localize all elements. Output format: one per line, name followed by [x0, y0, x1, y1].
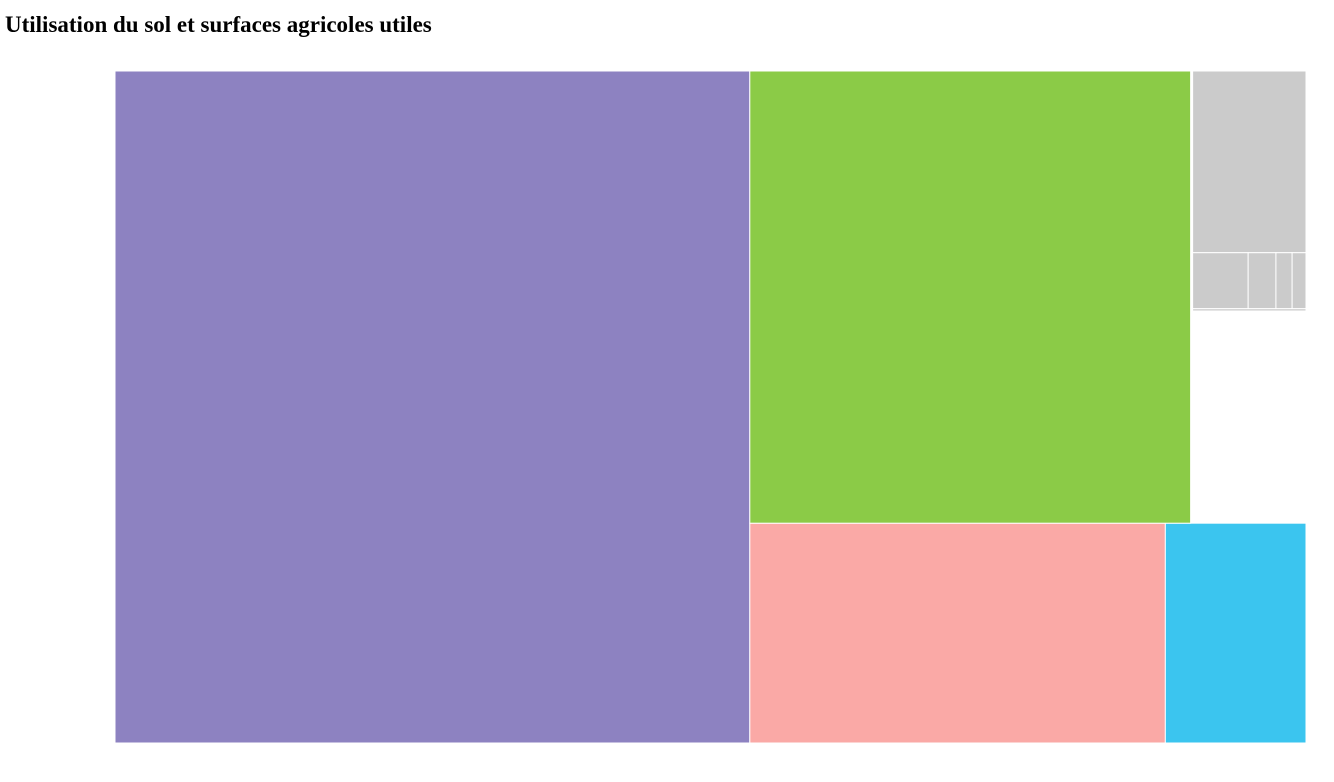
treemap-cell-grey-5	[1291, 252, 1307, 310]
treemap-cell-3	[749, 522, 1166, 744]
treemap-cell-grey-4	[1275, 252, 1293, 310]
treemap-cell-grey-3	[1247, 252, 1277, 310]
treemap-cell-grey-6	[1192, 308, 1307, 312]
treemap-cell-2	[749, 70, 1192, 524]
treemap-cell-1	[114, 70, 751, 744]
treemap-cell-grey-1	[1192, 70, 1307, 254]
page-title: Utilisation du sol et surfaces agricoles…	[5, 12, 432, 37]
treemap-cell-grey-2	[1192, 252, 1249, 310]
treemap-cell-4	[1164, 522, 1307, 744]
